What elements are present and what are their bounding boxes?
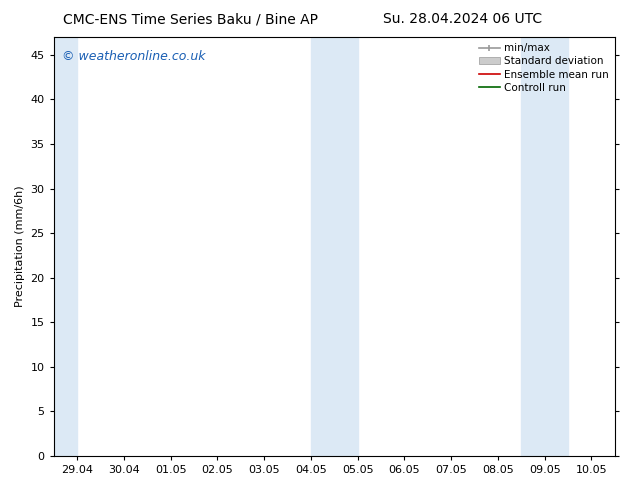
- Text: Su. 28.04.2024 06 UTC: Su. 28.04.2024 06 UTC: [384, 12, 542, 26]
- Legend: min/max, Standard deviation, Ensemble mean run, Controll run: min/max, Standard deviation, Ensemble me…: [475, 39, 612, 97]
- Text: © weatheronline.co.uk: © weatheronline.co.uk: [62, 49, 205, 63]
- Bar: [545, 37, 568, 456]
- Text: CMC-ENS Time Series Baku / Bine AP: CMC-ENS Time Series Baku / Bine AP: [63, 12, 318, 26]
- Bar: [521, 37, 545, 456]
- Bar: [311, 37, 334, 456]
- Y-axis label: Precipitation (mm/6h): Precipitation (mm/6h): [15, 186, 25, 307]
- Bar: [334, 37, 358, 456]
- Bar: [54, 37, 77, 456]
